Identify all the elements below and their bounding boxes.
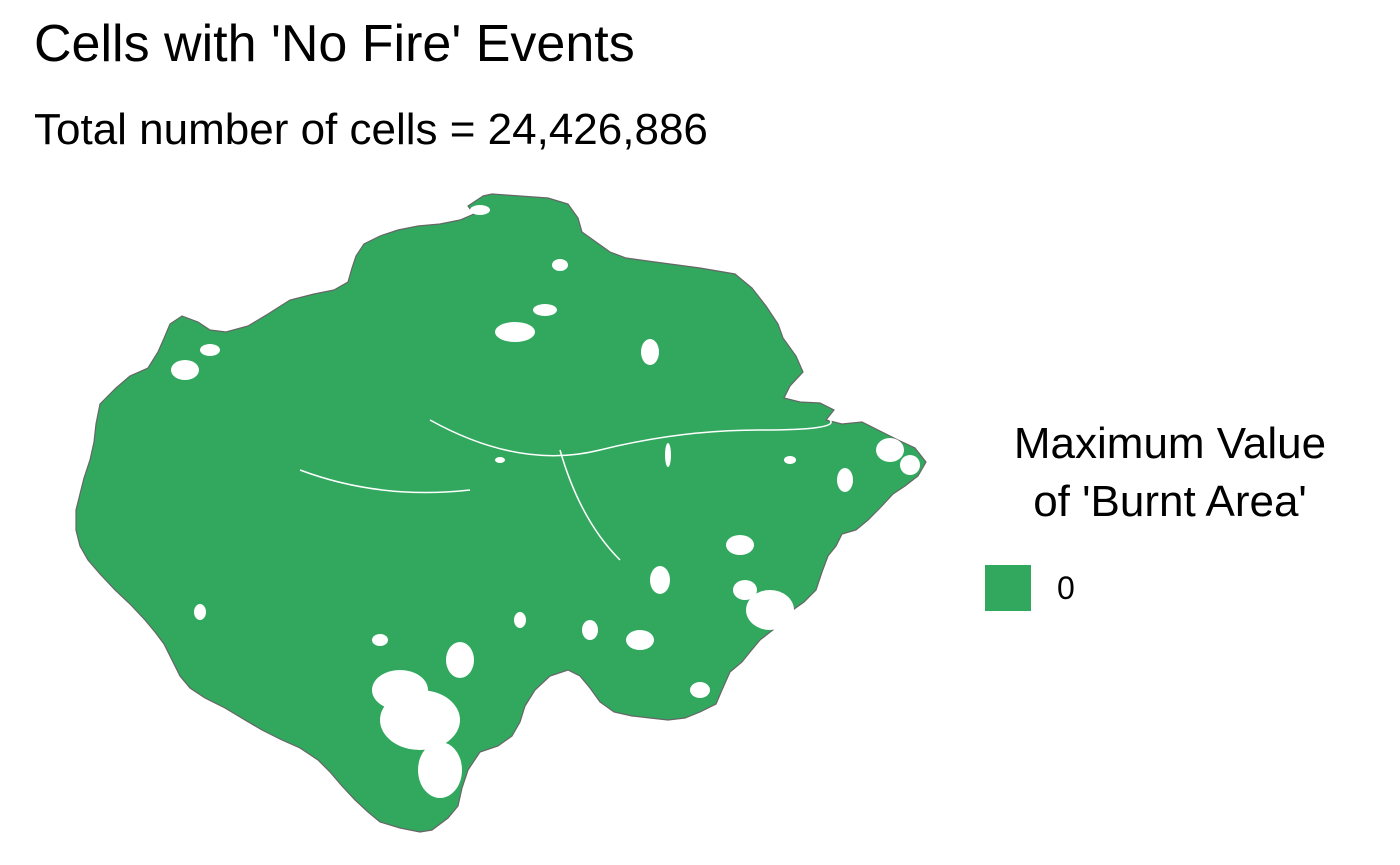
legend-item: 0 — [985, 565, 1075, 611]
river-gaps — [299, 419, 832, 561]
legend-label: 0 — [1057, 570, 1075, 606]
legend-swatch — [985, 565, 1031, 611]
legend-title-line1: Maximum Value — [1013, 419, 1327, 468]
no-data-patches — [171, 205, 920, 798]
legend-title-line2: of 'Burnt Area' — [1033, 477, 1307, 526]
region-polygon — [75, 193, 927, 833]
map-subtitle: Total number of cells = 24,426,886 — [34, 105, 708, 154]
map-title: Cells with 'No Fire' Events — [34, 15, 635, 73]
legend: Maximum Value of 'Burnt Area' 0 — [975, 415, 1375, 611]
legend-title: Maximum Value of 'Burnt Area' — [975, 415, 1365, 531]
